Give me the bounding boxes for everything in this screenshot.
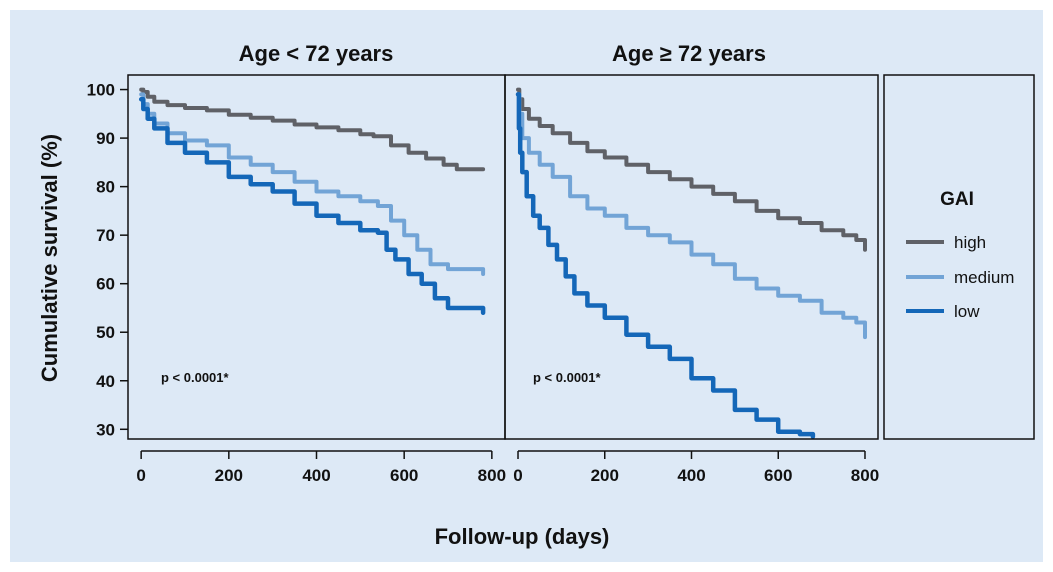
x-tick-label: 600 — [390, 466, 418, 485]
y-tick-label: 100 — [87, 81, 115, 100]
x-tick-label: 800 — [851, 466, 879, 485]
series-line-high-over-72 — [516, 87, 867, 252]
series-line-medium-under-72 — [139, 92, 486, 276]
legend-title: GAI — [940, 189, 974, 210]
plot-layer: 30 40 50 60 70 80 90 100 0 200 400 600 800 0 200 400 600… — [87, 81, 880, 485]
x-tick-label: 400 — [677, 466, 705, 485]
x-axis-title: Follow-up (days) — [435, 524, 610, 549]
legend-frame — [883, 74, 1035, 440]
panel-frame-over-72 — [504, 74, 879, 440]
x-tick-label: 600 — [764, 466, 792, 485]
legend-label-high: high — [954, 233, 986, 252]
y-tick-label: 90 — [96, 129, 115, 148]
y-tick-label: 80 — [96, 178, 115, 197]
legend-label-low: low — [954, 302, 980, 321]
x-tick-label: 0 — [136, 466, 145, 485]
y-tick-label: 70 — [96, 226, 115, 245]
y-tick-label: 50 — [96, 323, 115, 342]
series-line-medium-over-72 — [516, 92, 867, 340]
x-tick-label: 800 — [478, 466, 506, 485]
p-value-under-72: p < 0.0001* — [161, 370, 230, 385]
y-tick-label: 60 — [96, 275, 115, 294]
series-line-low-under-72 — [138, 97, 486, 316]
x-tick-label: 200 — [215, 466, 243, 485]
x-tick-label: 0 — [513, 466, 522, 485]
series-line-low-over-72 — [515, 92, 816, 439]
y-axis-title: Cumulative survival (%) — [37, 134, 62, 382]
chart-background — [10, 10, 1043, 562]
legend: GAI high medium low — [906, 189, 1014, 321]
legend-label-medium: medium — [954, 268, 1014, 287]
x-tick-label: 200 — [591, 466, 619, 485]
p-value-over-72: p < 0.0001* — [533, 370, 602, 385]
series-line-high-under-72 — [139, 87, 486, 172]
x-tick-label: 400 — [302, 466, 330, 485]
y-tick-label: 40 — [96, 372, 115, 391]
panel-title-under-72: Age < 72 years — [239, 41, 394, 66]
y-tick-label: 30 — [96, 420, 115, 439]
panel-title-over-72: Age ≥ 72 years — [612, 41, 766, 66]
